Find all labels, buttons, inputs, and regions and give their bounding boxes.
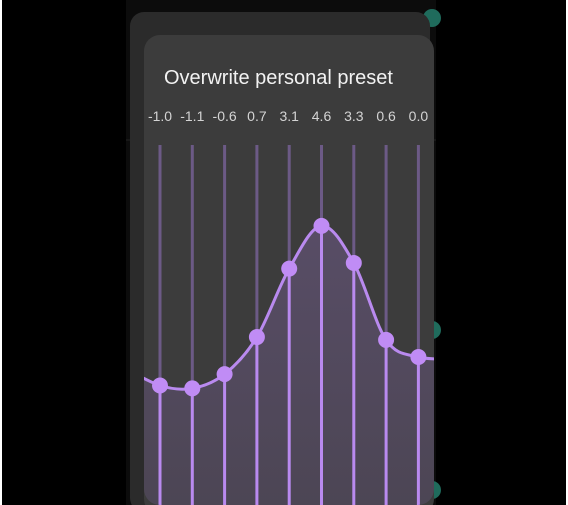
band-handle — [410, 349, 427, 365]
band-handle — [313, 217, 330, 234]
band-handle — [281, 260, 298, 277]
band-handle — [345, 254, 362, 271]
dialog-title: Overwrite personal preset — [164, 67, 393, 89]
equalizer — [144, 145, 434, 505]
band-gain-label: 0.6 — [376, 108, 396, 124]
band-gain-label: 0.0 — [409, 108, 429, 124]
band-handle — [378, 331, 395, 348]
band-handle — [152, 377, 168, 394]
band-gain-label: 0.7 — [247, 108, 267, 124]
band-handle — [248, 329, 265, 346]
band-gain-label: 3.1 — [279, 108, 299, 124]
band-gain-label: -1.1 — [180, 108, 204, 124]
band-gain-label: -0.6 — [213, 108, 237, 124]
band-gain-label: 3.3 — [344, 108, 364, 124]
band-gain-label: -1.0 — [148, 108, 172, 124]
band-handle — [216, 366, 233, 383]
band-gain-label: 4.6 — [312, 108, 332, 124]
band-handle — [184, 380, 201, 397]
